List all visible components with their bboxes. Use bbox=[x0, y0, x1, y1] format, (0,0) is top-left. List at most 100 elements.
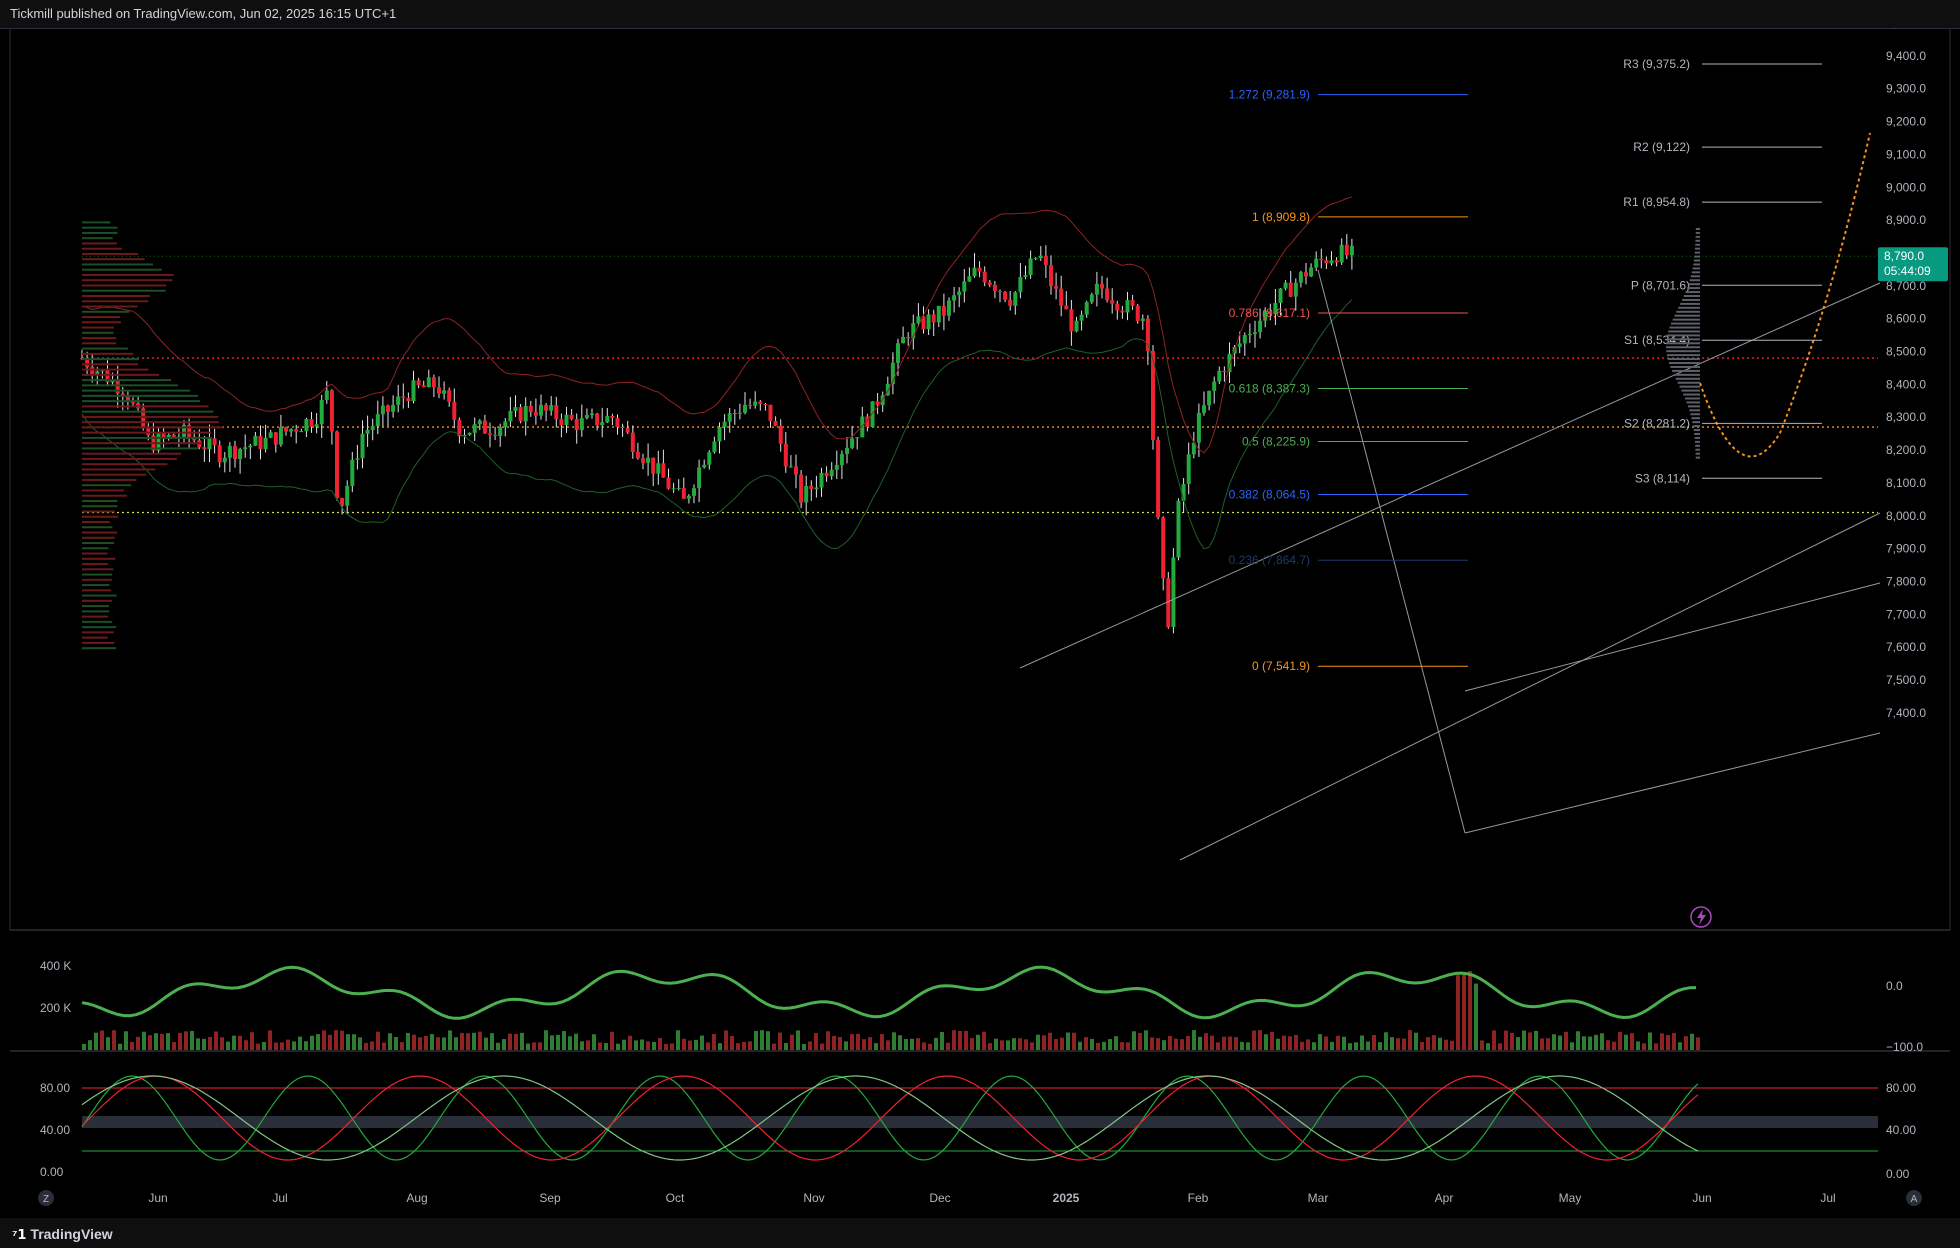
candle-body bbox=[559, 419, 564, 426]
volume-bar bbox=[1366, 1041, 1370, 1050]
flash-alert-icon[interactable] bbox=[1690, 906, 1712, 928]
volume-bar bbox=[340, 1030, 344, 1050]
candle-body bbox=[947, 300, 951, 316]
session-profile-bar bbox=[1680, 302, 1700, 305]
session-profile-bar bbox=[1679, 385, 1700, 388]
volume-profile-bar bbox=[82, 594, 117, 597]
volume-bar bbox=[172, 1042, 176, 1050]
volume-bar bbox=[1486, 1043, 1490, 1050]
volume-profile-bar bbox=[82, 305, 138, 308]
candle-body bbox=[1288, 282, 1293, 297]
volume-bar bbox=[1696, 1037, 1700, 1050]
volume-bar bbox=[490, 1033, 494, 1050]
main-pane[interactable]: 1.272 (9,281.9) 1 (8,909.8) 0.786 (8,617.1… bbox=[80, 57, 1881, 861]
session-profile-bar bbox=[1667, 358, 1700, 361]
volume-bar bbox=[634, 1040, 638, 1050]
volume-bar bbox=[1630, 1033, 1634, 1050]
volume-bar bbox=[814, 1033, 818, 1050]
price-axis[interactable]: 9,500.0 9,400.0 9,300.0 9,200.0 9,100.0 9,000… bbox=[1878, 28, 1948, 720]
volume-bar bbox=[1462, 972, 1466, 1050]
candle-body bbox=[972, 267, 977, 277]
price-tick-label: 9,500.0 bbox=[1886, 28, 1926, 30]
candle-body bbox=[753, 401, 758, 406]
volume-bar bbox=[742, 1041, 746, 1050]
candle-body bbox=[528, 406, 533, 413]
volume-pane[interactable]: 400 K 200 K 0.0 −100.0 bbox=[40, 959, 1923, 1054]
volume-profile-bar bbox=[82, 405, 209, 408]
volume-bar bbox=[886, 1040, 890, 1050]
candle-body bbox=[350, 459, 355, 486]
auto-scale-button[interactable]: A bbox=[1906, 1190, 1922, 1206]
candle-body bbox=[513, 407, 518, 411]
volume-bar bbox=[1474, 983, 1478, 1050]
volume-bar bbox=[1090, 1038, 1094, 1050]
volume-bar bbox=[574, 1033, 578, 1050]
volume-bar bbox=[1174, 1038, 1178, 1050]
volume-profile-bar bbox=[82, 342, 117, 345]
session-profile-bar bbox=[1681, 389, 1700, 392]
candle-body bbox=[686, 495, 691, 499]
volume-bar bbox=[1432, 1035, 1436, 1050]
volume-bar bbox=[1342, 1036, 1346, 1050]
candle-body bbox=[539, 404, 543, 416]
volume-bar bbox=[928, 1043, 932, 1050]
volume-profile-bar bbox=[82, 284, 167, 287]
candle-body bbox=[1125, 300, 1130, 313]
candle-body bbox=[911, 323, 916, 339]
time-tick-label: 2025 bbox=[1053, 1191, 1080, 1205]
volume-profile-bar bbox=[82, 268, 162, 271]
volume-bar bbox=[1288, 1036, 1292, 1050]
fib-level-label: 1.272 (9,281.9) bbox=[1229, 88, 1310, 102]
candle-body bbox=[1028, 258, 1033, 276]
price-tick-label: 9,400.0 bbox=[1886, 49, 1926, 63]
candle-body bbox=[845, 447, 849, 454]
candle-body bbox=[1008, 299, 1013, 306]
candle-body bbox=[957, 291, 962, 296]
volume-bar bbox=[688, 1040, 692, 1050]
volume-bar bbox=[724, 1030, 728, 1050]
time-tick-label: Apr bbox=[1435, 1191, 1454, 1205]
volume-profile-bar bbox=[82, 647, 117, 650]
volume-bar bbox=[628, 1035, 632, 1050]
stoch-right-tick: 0.00 bbox=[1886, 1167, 1910, 1181]
stoch-line bbox=[81, 1075, 1699, 1161]
candle-body bbox=[442, 390, 447, 394]
volume-bar bbox=[1102, 1041, 1106, 1050]
candle-body bbox=[166, 434, 171, 438]
time-axis[interactable]: Jun Jul Aug Sep Oct Nov Dec 2025 Feb Mar Apr May Jun… bbox=[148, 1191, 1835, 1205]
volume-bar bbox=[1660, 1033, 1664, 1050]
volume-bar bbox=[1498, 1043, 1502, 1050]
candle-body bbox=[472, 424, 477, 433]
stochastic-pane[interactable]: 80.00 40.00 0.00 80.00 40.00 0.00 bbox=[40, 1075, 1916, 1181]
volume-profile-bar bbox=[82, 636, 108, 639]
volume-bar bbox=[1480, 1040, 1484, 1050]
session-profile-bar bbox=[1674, 314, 1700, 317]
price-tick-label: 8,600.0 bbox=[1886, 312, 1926, 326]
zoom-button[interactable]: Z bbox=[38, 1190, 54, 1206]
volume-bar bbox=[454, 1037, 458, 1050]
volume-bar bbox=[286, 1039, 290, 1050]
volume-bar bbox=[616, 1043, 620, 1050]
volume-bar bbox=[124, 1031, 128, 1050]
volume-bar bbox=[1594, 1034, 1598, 1050]
candle-body bbox=[1176, 500, 1181, 558]
price-tick-label: 7,800.0 bbox=[1886, 574, 1926, 588]
price-tick-label: 9,200.0 bbox=[1886, 115, 1926, 129]
candle-body bbox=[1196, 412, 1201, 443]
volume-profile-bar bbox=[82, 457, 177, 460]
volume-profile-bar bbox=[82, 510, 115, 513]
session-profile-bar bbox=[1695, 448, 1700, 451]
volume-bar bbox=[1294, 1034, 1298, 1050]
volume-profile-bar bbox=[82, 337, 117, 340]
chart-canvas[interactable]: 1.272 (9,281.9) 1 (8,909.8) 0.786 (8,617.1… bbox=[0, 28, 1960, 1218]
candle-body bbox=[447, 390, 452, 402]
session-profile-bar bbox=[1691, 417, 1700, 420]
oscillator-line bbox=[81, 965, 1697, 1020]
session-profile-bar bbox=[1695, 456, 1700, 459]
volume-bar bbox=[652, 1041, 656, 1050]
tradingview-logo[interactable]: ⁷𝟭 TradingView bbox=[12, 1226, 113, 1242]
candle-body bbox=[467, 432, 472, 435]
candle-body bbox=[1038, 255, 1043, 259]
session-profile-bar bbox=[1669, 326, 1700, 329]
candle-body bbox=[564, 414, 569, 426]
